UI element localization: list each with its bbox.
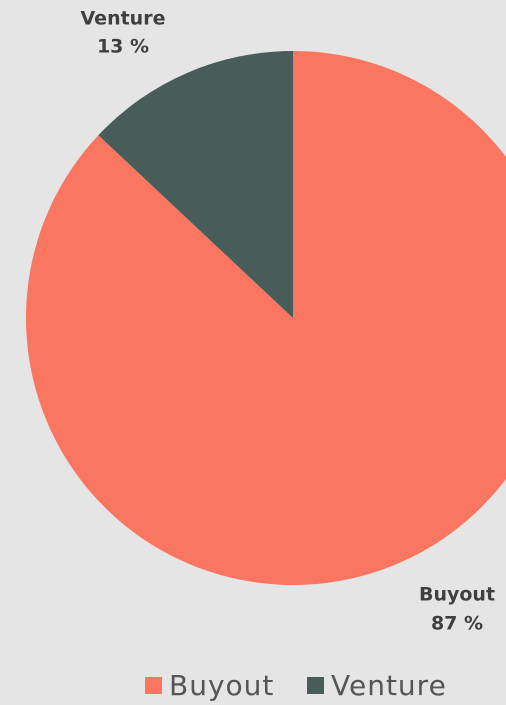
legend-label: Venture (331, 669, 447, 702)
pie-slice (98, 51, 293, 318)
pie-slice (26, 51, 506, 585)
legend-swatch (307, 677, 324, 694)
legend-swatch (145, 677, 162, 694)
slice-label: Buyout (419, 584, 495, 606)
legend-item: Venture (307, 669, 447, 702)
slice-label: Venture (81, 8, 166, 30)
legend-item: Buyout (145, 669, 274, 702)
slice-value: 13 % (97, 36, 149, 58)
slice-value: 87 % (431, 613, 483, 635)
legend-label: Buyout (169, 669, 274, 702)
